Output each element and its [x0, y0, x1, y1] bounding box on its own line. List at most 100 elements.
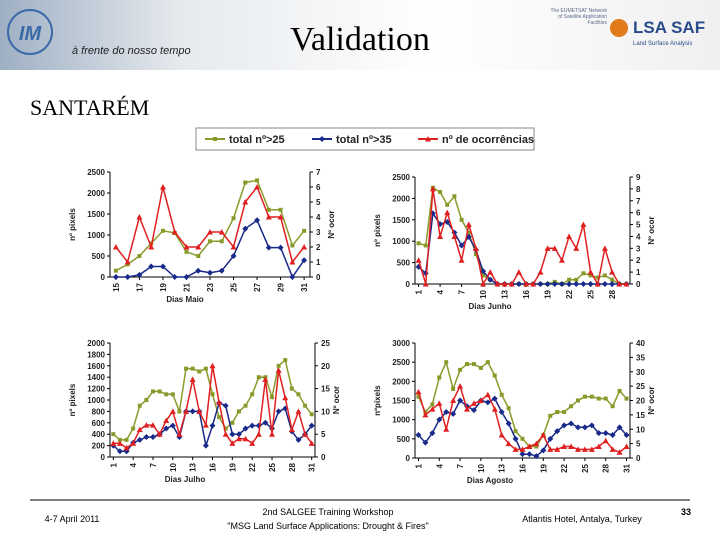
marker	[445, 202, 450, 207]
marker	[296, 392, 301, 397]
marker	[588, 422, 595, 429]
marker	[451, 233, 458, 239]
y-axis-label: nº pixels	[68, 208, 77, 241]
marker	[111, 432, 116, 437]
footer-event-sub: "MSG Land Surface Applications: Drought …	[227, 521, 429, 531]
marker	[278, 207, 283, 212]
marker	[473, 252, 478, 257]
subtitle: SANTARÉM	[30, 95, 149, 120]
marker	[501, 281, 508, 287]
marker	[110, 440, 117, 446]
marker	[484, 399, 491, 406]
x-tick-label: 16	[209, 462, 218, 471]
y2-tick-label: 10	[321, 407, 330, 416]
marker	[437, 233, 444, 239]
marker	[189, 408, 196, 415]
marker	[270, 395, 275, 400]
marker	[302, 431, 309, 437]
marker	[156, 431, 163, 437]
marker	[430, 402, 435, 407]
marker	[485, 360, 490, 365]
y2-tick-label: 40	[636, 339, 645, 348]
brand: LSA SAF	[633, 18, 705, 37]
marker	[444, 209, 451, 216]
marker	[602, 430, 609, 437]
y2-tick-label: 2	[636, 256, 641, 265]
marker	[508, 281, 515, 287]
marker	[438, 189, 443, 194]
marker	[537, 281, 544, 287]
marker	[137, 254, 142, 258]
y-tick-label: 1500	[392, 216, 410, 225]
x-tick-label: 7	[458, 289, 467, 294]
legend-box	[195, 127, 535, 151]
marker	[487, 269, 494, 275]
marker	[230, 253, 237, 259]
marker	[574, 446, 581, 452]
x-tick-label: 28	[602, 463, 611, 472]
marker	[530, 281, 537, 287]
marker	[610, 404, 615, 409]
x-tick-label: 23	[206, 282, 215, 291]
marker	[594, 281, 601, 287]
marker	[416, 394, 421, 399]
marker	[209, 422, 216, 429]
marker	[429, 406, 436, 412]
y-tick-label: 0	[406, 454, 411, 463]
marker	[512, 446, 519, 452]
marker	[457, 397, 464, 404]
marker	[568, 420, 575, 427]
y2-tick-label: 1	[316, 258, 321, 267]
marker	[515, 269, 522, 275]
marker	[184, 366, 189, 371]
marker	[505, 440, 512, 447]
x-tick-label: 1	[415, 289, 424, 294]
marker	[519, 446, 526, 452]
marker	[218, 267, 225, 274]
x-tick-label: 1	[109, 462, 118, 467]
x-tick-label: 10	[477, 463, 486, 472]
y2-tick-label: 15	[321, 385, 330, 394]
marker	[197, 369, 202, 374]
marker	[131, 426, 136, 431]
marker	[303, 403, 308, 408]
x-tick-label: 7	[456, 463, 465, 468]
y-tick-label: 1000	[392, 237, 410, 246]
y2-axis-label: Nº ocor	[327, 210, 336, 238]
marker	[526, 451, 533, 458]
y2-tick-label: 0	[636, 454, 641, 463]
y-axis-label: nº pixels	[373, 214, 382, 247]
marker	[218, 229, 225, 235]
marker	[196, 254, 201, 258]
marker	[436, 400, 443, 406]
x-tick-label: 16	[522, 289, 531, 298]
x-tick-label: 22	[565, 289, 574, 298]
y-tick-label: 400	[92, 430, 106, 439]
marker	[505, 420, 512, 427]
x-tick-label: 29	[277, 282, 286, 291]
marker	[574, 277, 579, 282]
marker	[513, 429, 518, 434]
marker	[308, 440, 315, 446]
marker	[149, 422, 156, 428]
marker	[255, 422, 262, 429]
x-tick-label: 31	[308, 462, 317, 471]
marker	[123, 444, 130, 451]
marker	[547, 435, 554, 442]
marker	[124, 437, 129, 442]
marker	[548, 413, 553, 418]
marker	[295, 436, 302, 443]
marker	[587, 269, 594, 275]
header-band	[0, 0, 720, 70]
x-tick-label: 19	[539, 463, 548, 472]
marker	[481, 273, 486, 278]
marker	[498, 432, 505, 438]
marker	[148, 244, 155, 250]
marker	[595, 443, 602, 449]
marker	[422, 439, 429, 446]
marker	[623, 432, 630, 438]
y-tick-label: 1500	[392, 397, 410, 406]
marker	[601, 281, 608, 287]
marker	[574, 424, 581, 431]
y-tick-label: 1000	[87, 231, 105, 240]
